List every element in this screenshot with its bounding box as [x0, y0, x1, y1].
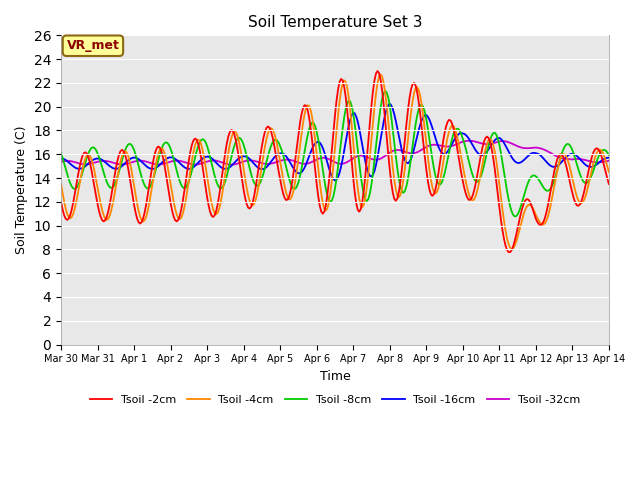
Tsoil -8cm: [381, 88, 389, 94]
Tsoil -2cm: [369, 88, 377, 94]
Tsoil -2cm: [605, 181, 612, 187]
Tsoil -16cm: [72, 165, 80, 171]
X-axis label: Time: Time: [319, 370, 350, 383]
Tsoil -4cm: [541, 220, 548, 226]
Tsoil -8cm: [72, 185, 80, 191]
Tsoil -4cm: [72, 199, 80, 205]
Tsoil -2cm: [72, 182, 80, 188]
Tsoil -4cm: [369, 120, 377, 125]
Tsoil -8cm: [57, 151, 65, 156]
Title: Soil Temperature Set 3: Soil Temperature Set 3: [248, 15, 422, 30]
Tsoil -32cm: [605, 158, 612, 164]
Line: Tsoil -4cm: Tsoil -4cm: [61, 74, 609, 249]
Tsoil -16cm: [386, 101, 394, 107]
Tsoil -4cm: [401, 165, 409, 170]
Tsoil -8cm: [159, 143, 167, 148]
Tsoil -32cm: [57, 159, 65, 165]
Tsoil -4cm: [159, 146, 167, 152]
Tsoil -16cm: [57, 156, 65, 161]
Tsoil -16cm: [390, 111, 398, 117]
Tsoil -4cm: [377, 72, 385, 77]
Tsoil -32cm: [371, 157, 378, 163]
Line: Tsoil -32cm: Tsoil -32cm: [61, 141, 609, 165]
Tsoil -8cm: [605, 152, 612, 158]
Tsoil -4cm: [389, 165, 397, 170]
Text: VR_met: VR_met: [67, 39, 120, 52]
Tsoil -4cm: [57, 181, 65, 187]
Tsoil -2cm: [541, 215, 548, 221]
Line: Tsoil -16cm: Tsoil -16cm: [61, 104, 609, 180]
Line: Tsoil -2cm: Tsoil -2cm: [61, 71, 609, 252]
Tsoil -8cm: [389, 127, 397, 132]
Tsoil -32cm: [465, 138, 473, 144]
Tsoil -2cm: [389, 190, 397, 195]
Tsoil -32cm: [401, 149, 409, 155]
Tsoil -8cm: [541, 187, 548, 192]
Tsoil -16cm: [541, 157, 548, 163]
Tsoil -4cm: [508, 246, 515, 252]
Tsoil -32cm: [228, 162, 236, 168]
Tsoil -2cm: [159, 155, 167, 160]
Tsoil -2cm: [506, 249, 514, 255]
Line: Tsoil -8cm: Tsoil -8cm: [61, 91, 609, 216]
Y-axis label: Soil Temperature (C): Soil Temperature (C): [15, 126, 28, 254]
Tsoil -2cm: [374, 68, 381, 74]
Legend: Tsoil -2cm, Tsoil -4cm, Tsoil -8cm, Tsoil -16cm, Tsoil -32cm: Tsoil -2cm, Tsoil -4cm, Tsoil -8cm, Tsoi…: [86, 390, 584, 409]
Tsoil -16cm: [331, 178, 339, 183]
Tsoil -16cm: [159, 159, 167, 165]
Tsoil -16cm: [403, 160, 410, 166]
Tsoil -2cm: [401, 136, 409, 142]
Tsoil -8cm: [369, 170, 377, 176]
Tsoil -4cm: [605, 169, 612, 175]
Tsoil -32cm: [389, 148, 397, 154]
Tsoil -16cm: [371, 168, 378, 174]
Tsoil -8cm: [511, 214, 518, 219]
Tsoil -32cm: [541, 147, 548, 153]
Tsoil -16cm: [605, 155, 612, 161]
Tsoil -32cm: [159, 161, 167, 167]
Tsoil -32cm: [72, 160, 80, 166]
Tsoil -2cm: [57, 199, 65, 204]
Tsoil -8cm: [401, 188, 409, 194]
